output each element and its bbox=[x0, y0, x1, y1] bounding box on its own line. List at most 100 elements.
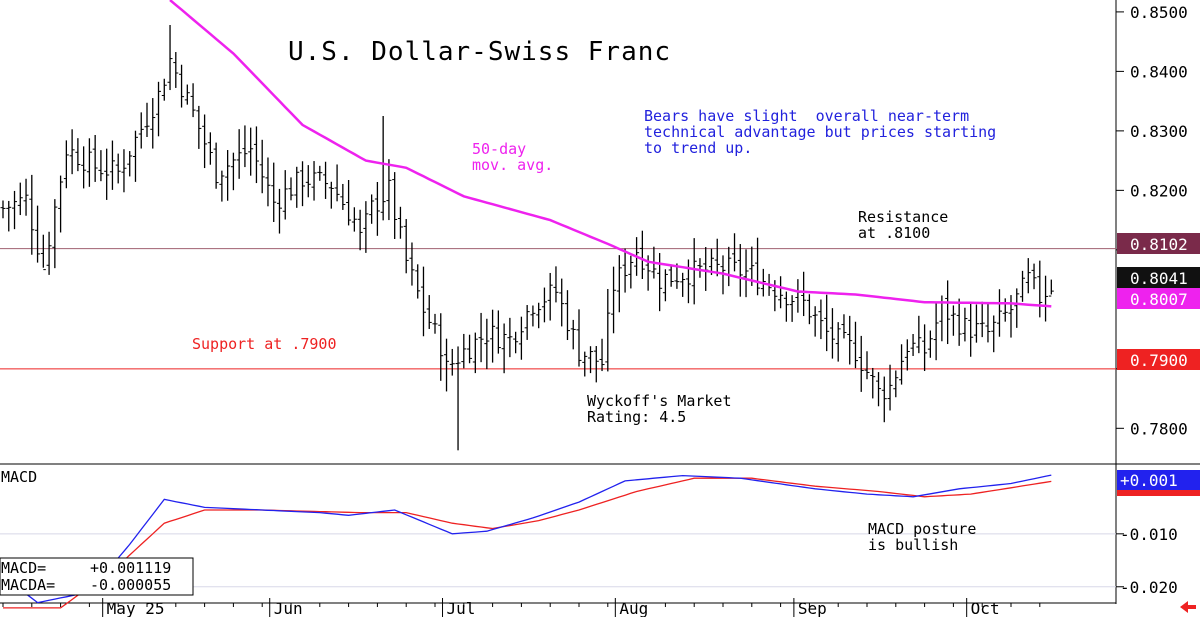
commentary-line-3: to trend up. bbox=[644, 139, 752, 157]
ohlc-bar bbox=[426, 295, 432, 329]
ma50-line bbox=[169, 0, 1052, 308]
support-label: Support at .7900 bbox=[192, 335, 337, 353]
ohlc-bar bbox=[513, 331, 519, 354]
ohlc-bar bbox=[841, 314, 847, 339]
ohlc-bar bbox=[403, 219, 409, 274]
last-price-badge: 0.8041 bbox=[1130, 269, 1188, 288]
ohlc-bar bbox=[190, 83, 196, 118]
ohlc-bar bbox=[58, 175, 64, 233]
macd-readout-macd-label: MACD= bbox=[1, 559, 46, 577]
ohlc-bar bbox=[611, 266, 617, 334]
ma50-badge: 0.8007 bbox=[1130, 290, 1188, 309]
ohlc-bar bbox=[288, 177, 294, 201]
ohlc-bar bbox=[916, 315, 922, 354]
macd-readout-box bbox=[0, 557, 194, 596]
ohlc-bar bbox=[248, 127, 254, 176]
rating-line-2: Rating: 4.5 bbox=[587, 408, 686, 426]
macd-badge-bg bbox=[1117, 470, 1200, 490]
ohlc-bars bbox=[0, 24, 1054, 451]
ohlc-bar bbox=[818, 299, 824, 340]
ohlc-bar bbox=[668, 264, 674, 287]
macd-line bbox=[2, 474, 1052, 604]
ohlc-bar bbox=[910, 333, 916, 356]
macd-panel-label: MACD bbox=[1, 468, 37, 486]
ohlc-bar bbox=[386, 159, 392, 221]
ohlc-bar bbox=[438, 313, 444, 381]
ohlc-bar bbox=[104, 148, 110, 200]
macd-tick-label: -0.020 bbox=[1120, 578, 1178, 597]
macd-readout-macda-label: MACDA= bbox=[1, 576, 55, 594]
ohlc-bar bbox=[300, 161, 306, 207]
ohlc-bar bbox=[259, 139, 265, 194]
ohlc-bar bbox=[962, 307, 968, 342]
macd-signal-badge-bg bbox=[1117, 488, 1200, 496]
ohlc-bar bbox=[899, 344, 905, 385]
time-tick-label: Aug bbox=[619, 599, 648, 617]
ohlc-bar bbox=[81, 146, 87, 189]
ohlc-bar bbox=[351, 207, 357, 232]
ohlc-bar bbox=[507, 317, 513, 358]
ohlc-bar bbox=[467, 334, 473, 364]
ohlc-bar bbox=[340, 183, 346, 210]
ohlc-bar bbox=[444, 338, 450, 392]
ohlc-bar bbox=[806, 294, 812, 325]
ohlc-bar bbox=[1008, 295, 1014, 338]
ohlc-bar bbox=[691, 238, 697, 305]
ohlc-bar bbox=[1037, 260, 1043, 318]
ohlc-bar bbox=[127, 151, 133, 177]
ohlc-bar bbox=[294, 166, 300, 208]
macd-signal-line bbox=[3, 477, 1052, 609]
ohlc-bar bbox=[196, 105, 202, 149]
ohlc-bar bbox=[484, 318, 490, 370]
ohlc-bar bbox=[824, 294, 830, 352]
time-tick-label: Sep bbox=[798, 599, 827, 617]
support-badge: 0.7900 bbox=[1130, 351, 1188, 370]
ohlc-bar bbox=[968, 302, 974, 357]
ohlc-bar bbox=[553, 266, 559, 303]
ohlc-bar bbox=[242, 125, 248, 168]
ohlc-bar bbox=[374, 181, 380, 236]
ohlc-bar bbox=[230, 152, 236, 191]
ohlc-bar bbox=[115, 153, 121, 184]
ohlc-bar bbox=[490, 309, 496, 363]
ohlc-bar bbox=[622, 248, 628, 293]
ohlc-bar bbox=[616, 255, 622, 313]
support-badge-bg bbox=[1117, 349, 1200, 370]
price-tick-label: 0.8200 bbox=[1130, 181, 1188, 200]
ohlc-bar bbox=[680, 272, 686, 297]
ohlc-bar bbox=[639, 230, 645, 280]
ohlc-bar bbox=[755, 237, 761, 296]
ohlc-bar bbox=[98, 150, 104, 182]
ohlc-bar bbox=[415, 264, 421, 299]
time-tick-label: Jun bbox=[274, 599, 303, 617]
ohlc-bar bbox=[801, 271, 807, 317]
price-tick-label: 0.7800 bbox=[1130, 419, 1188, 438]
ohlc-bar bbox=[0, 200, 6, 219]
ohlc-bar bbox=[1031, 263, 1037, 290]
ohlc-bar bbox=[121, 149, 127, 193]
ohlc-bar bbox=[547, 272, 553, 321]
ohlc-bar bbox=[524, 305, 530, 340]
macd-note-line-1: MACD posture bbox=[868, 520, 976, 538]
last-price-badge-bg bbox=[1117, 267, 1200, 288]
ohlc-bar bbox=[864, 351, 870, 380]
ohlc-bar bbox=[599, 338, 605, 372]
ohlc-bar bbox=[173, 52, 179, 88]
scroll-left-arrow-icon[interactable] bbox=[1180, 601, 1196, 613]
ohlc-bar bbox=[605, 288, 611, 372]
ohlc-bar bbox=[564, 290, 570, 341]
ohlc-bar bbox=[945, 280, 951, 345]
resistance-badge: 0.8102 bbox=[1130, 235, 1188, 254]
ohlc-bar bbox=[92, 135, 98, 182]
ohlc-bar bbox=[559, 278, 565, 327]
time-tick-label: Oct bbox=[971, 599, 1000, 617]
ohlc-bar bbox=[732, 233, 738, 272]
ohlc-bar bbox=[876, 372, 882, 407]
macd-tick-label: -0.010 bbox=[1120, 525, 1178, 544]
ohlc-bar bbox=[392, 172, 398, 239]
ohlc-bar bbox=[858, 335, 864, 392]
ohlc-bar bbox=[6, 200, 12, 232]
ohlc-bar bbox=[662, 269, 668, 302]
ohlc-bar bbox=[628, 255, 634, 289]
